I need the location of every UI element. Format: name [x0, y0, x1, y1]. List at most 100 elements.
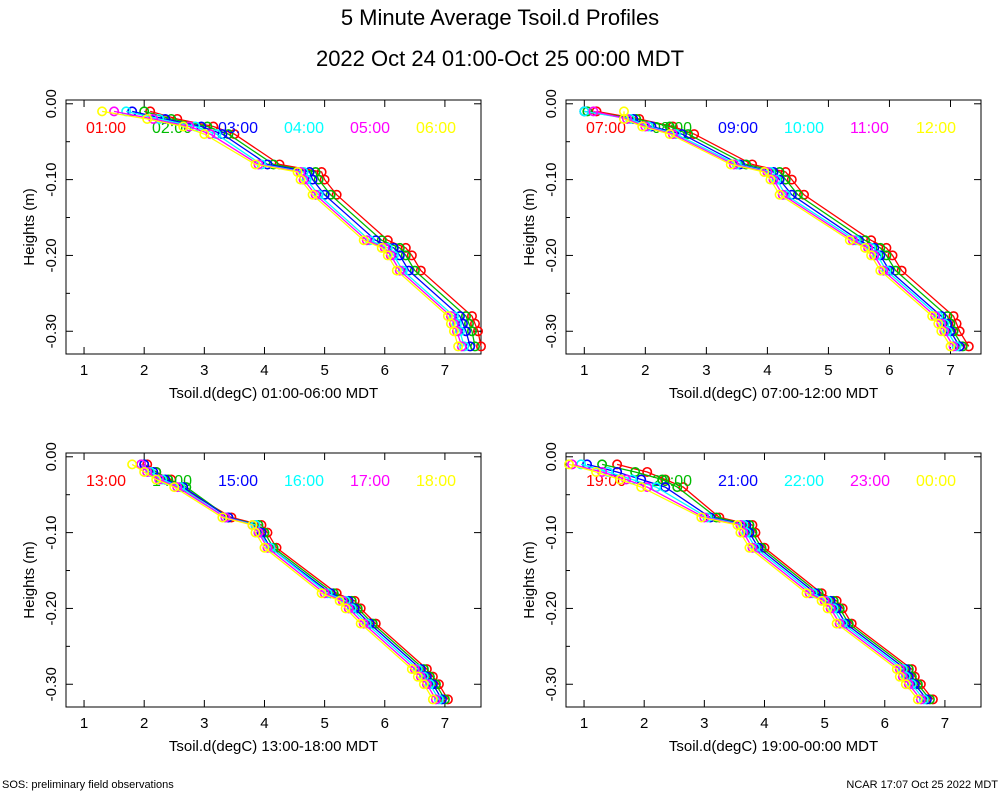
chart1-ytick-label: -0.10 [43, 163, 60, 197]
chart1-point-01:00 [319, 174, 330, 185]
chart3-point-18:00 [139, 466, 150, 477]
chart4-point-23:00 [642, 482, 653, 493]
chart4-ytick-label: -0.30 [543, 667, 560, 701]
chart1-series-line-05:00 [113, 110, 463, 347]
chart1-point-04:00 [313, 189, 324, 200]
chart1-point-02:00 [466, 326, 477, 337]
chart1-point-01:00 [415, 265, 426, 276]
chart3-series-line-16:00 [140, 463, 440, 700]
chart4-point-00:00 [591, 466, 602, 477]
chart4-point-23:00 [915, 694, 926, 705]
chart4-series-line-20:00 [601, 463, 931, 700]
chart3-ytick-label: -0.30 [43, 667, 60, 701]
chart1-ytick-label: -0.30 [43, 314, 60, 348]
chart2-point-12:00 [618, 113, 629, 124]
chart2-series-line-10:00 [584, 110, 958, 347]
chart1-xtick-label: 7 [441, 362, 449, 379]
chart3-xtick-label: 4 [260, 715, 268, 732]
chart3-point-17:00 [430, 694, 441, 705]
chart4-series-line-22:00 [580, 463, 925, 700]
chart1-point-01:00 [400, 242, 411, 253]
chart2-point-12:00 [936, 326, 947, 337]
chart2-point-07:00 [887, 250, 898, 261]
chart3-point-16:00 [346, 603, 357, 614]
chart3-xtick-label: 3 [200, 715, 208, 732]
chart3-point-18:00 [406, 664, 417, 675]
chart1-point-06:00 [178, 121, 189, 132]
chart2-point-12:00 [759, 167, 770, 178]
chart2-ytick-label: 0.00 [543, 89, 560, 118]
chart3-point-17:00 [343, 603, 354, 614]
chart2-point-07:00 [780, 167, 791, 178]
chart2-point-12:00 [860, 242, 871, 253]
chart1-legend-06:00: 06:00 [416, 120, 456, 137]
chart3-ytick-label: -0.10 [43, 516, 60, 550]
chart2-panel: 1 2 3 4 5 6 7 0.00 -0.10 -0.20 -0.30 Tsoil.d(degC) … [521, 89, 982, 402]
chart4-legend-22:00: 22:00 [784, 473, 824, 490]
chart3-legend-16:00: 16:00 [284, 473, 324, 490]
chart1-ytick-label: 0.00 [43, 89, 60, 118]
chart2-point-12:00 [725, 159, 736, 170]
chart4-frame [565, 452, 982, 708]
chart2-xtick-label: 4 [763, 362, 771, 379]
chart4-point-00:00 [816, 595, 827, 606]
chart2-point-10:00 [881, 265, 892, 276]
chart3-point-16:00 [322, 588, 333, 599]
chart4-point-00:00 [636, 482, 647, 493]
chart3-point-18:00 [169, 482, 180, 493]
chart1-point-01:00 [331, 189, 342, 200]
chart3-legend-15:00: 15:00 [218, 473, 258, 490]
chart2-point-08:00 [683, 129, 694, 140]
chart2-legend-07:00: 07:00 [586, 120, 626, 137]
chart1-point-06:00 [358, 235, 369, 246]
chart1-series-line-01:00 [150, 110, 482, 347]
chart3-point-18:00 [340, 603, 351, 614]
chart2-xtick-label: 5 [824, 362, 832, 379]
chart-panels: 1 2 3 4 5 6 7 0.00 -0.10 -0.20 -0.30 Tsoil.d(degC) … [21, 89, 982, 755]
chart1-xtick-label: 6 [381, 362, 389, 379]
chart1-point-06:00 [382, 250, 393, 261]
chart4-xlabel: Tsoil.d(degC) 19:00-00:00 MDT [669, 738, 878, 755]
chart3-ytick-label: 0.00 [43, 442, 60, 471]
chart2-legend-10:00: 10:00 [784, 120, 824, 137]
chart1-point-04:00 [364, 235, 375, 246]
chart2-xtick-label: 1 [580, 362, 588, 379]
chart2-series-line-11:00 [593, 110, 955, 347]
chart3-point-18:00 [418, 679, 429, 690]
chart4-point-23:00 [747, 542, 758, 553]
chart1-legend-03:00: 03:00 [218, 120, 258, 137]
chart3-xtick-label: 5 [320, 715, 328, 732]
chart1-legend-05:00: 05:00 [350, 120, 390, 137]
chart2-frame [565, 99, 982, 355]
chart2-ytick-label: -0.30 [543, 314, 560, 348]
figure-title: 5 Minute Average Tsoil.d Profiles [341, 5, 659, 30]
chart3-point-16:00 [433, 694, 444, 705]
chart3-series-line-17:00 [140, 463, 437, 700]
chart4-legend-23:00: 23:00 [850, 473, 890, 490]
chart1-point-04:00 [397, 265, 408, 276]
chart4-panel: 1 2 3 4 5 6 7 0.00 -0.10 -0.20 -0.30 Tsoil.d(degC) … [521, 442, 982, 755]
chart4-point-00:00 [615, 474, 626, 485]
chart1-xtick-label: 4 [260, 362, 268, 379]
chart4-xtick-label: 1 [580, 715, 588, 732]
chart4-series-line-21:00 [586, 463, 928, 700]
chart3-xtick-label: 2 [140, 715, 148, 732]
chart3-legend-17:00: 17:00 [350, 473, 390, 490]
chart1-point-06:00 [199, 129, 210, 140]
chart2-legend-09:00: 09:00 [718, 120, 758, 137]
chart3-xtick-label: 7 [441, 715, 449, 732]
chart1-point-05:00 [361, 235, 372, 246]
chart2-point-12:00 [875, 265, 886, 276]
chart4-point-00:00 [831, 618, 842, 629]
chart2-xtick-label: 6 [885, 362, 893, 379]
chart4-xtick-label: 6 [881, 715, 889, 732]
chart2-point-07:00 [881, 242, 892, 253]
chart4-point-19:00 [612, 459, 623, 470]
chart1-point-02:00 [409, 265, 420, 276]
chart1-series-line-06:00 [101, 110, 459, 347]
chart1-point-06:00 [391, 265, 402, 276]
chart1-series-line-02:00 [144, 110, 476, 347]
chart1-xtick-label: 3 [200, 362, 208, 379]
chart3-point-18:00 [427, 694, 438, 705]
